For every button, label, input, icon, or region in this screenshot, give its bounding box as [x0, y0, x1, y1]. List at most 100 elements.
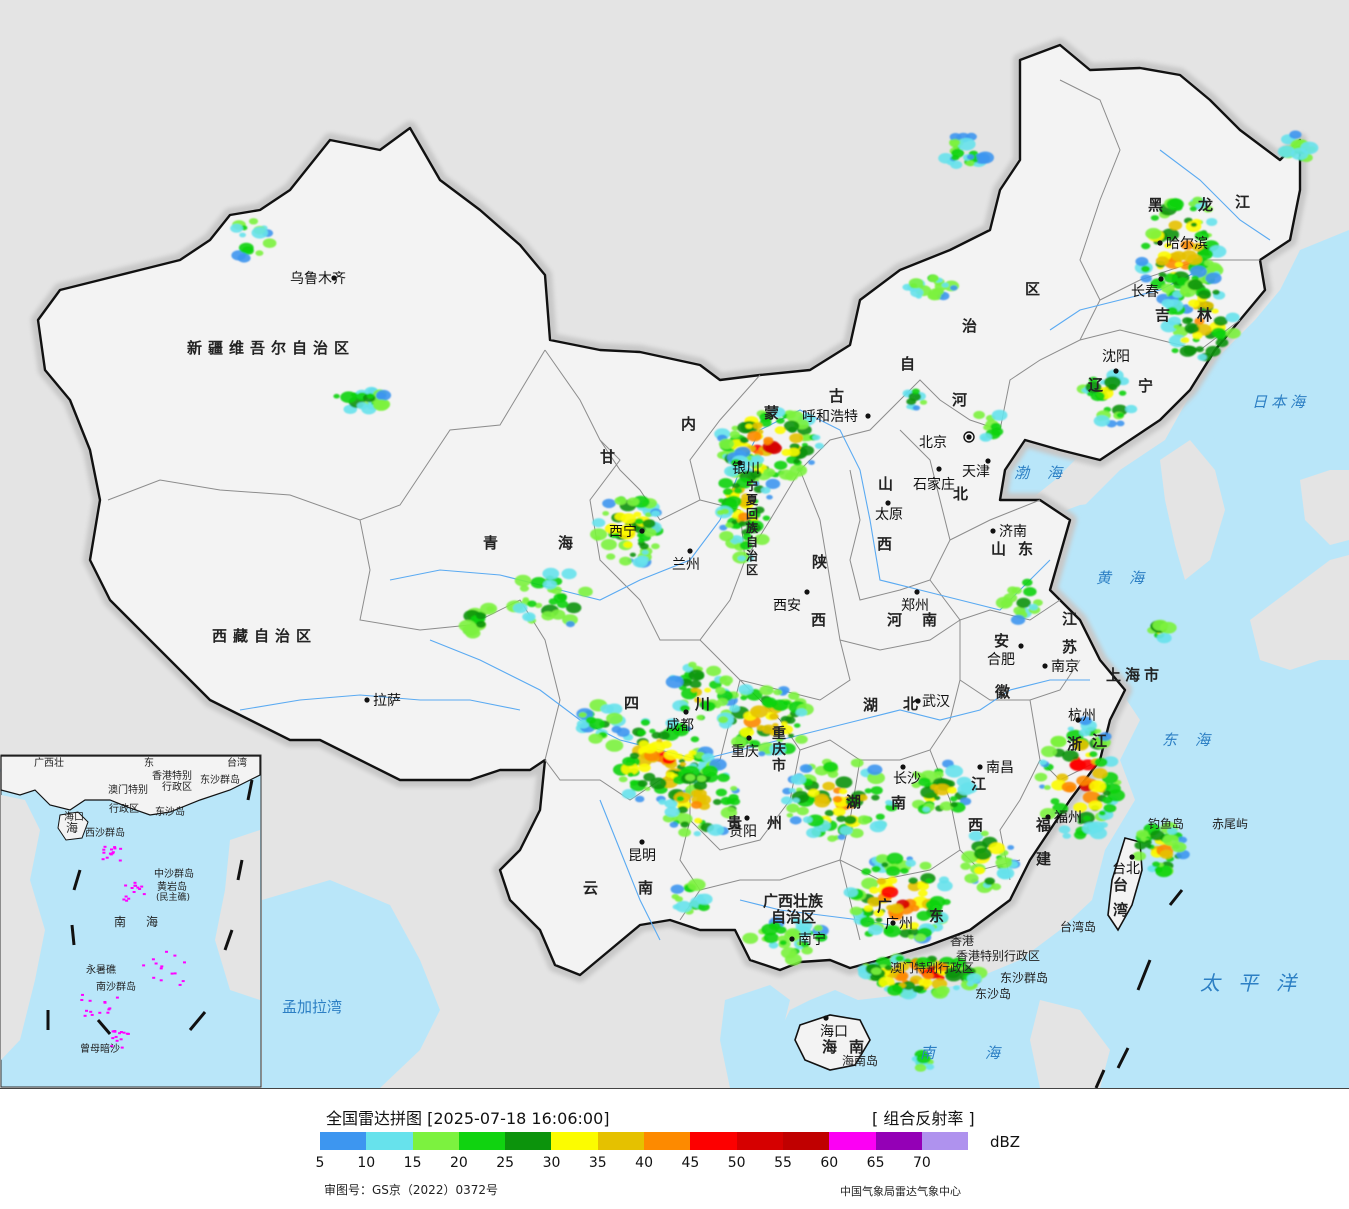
echo-cell [592, 518, 606, 528]
echo-cell [638, 740, 649, 748]
echo-cell [1145, 843, 1152, 849]
echo-cell [886, 852, 904, 865]
region-label: 江 [1235, 193, 1250, 211]
island-mark [113, 847, 117, 850]
sea-label: 黄海 [1096, 569, 1162, 587]
inset-label: 南 [114, 914, 126, 929]
echo-cell [673, 725, 689, 737]
gulf-of-tonkin [720, 985, 790, 1088]
echo-cell [914, 933, 927, 942]
region-label: 黑 [1148, 196, 1163, 214]
echo-cell [724, 681, 731, 687]
city-label: 贵阳 [729, 824, 757, 840]
echo-cell [1083, 815, 1091, 821]
echo-cell [1164, 273, 1178, 283]
city-label: 昆明 [628, 848, 656, 864]
echo-cell [1132, 851, 1146, 861]
echo-cell [660, 740, 672, 749]
echo-cell [1141, 265, 1150, 273]
echo-cell [578, 712, 587, 718]
echo-cell [863, 905, 874, 912]
inset-indochina [1, 795, 45, 1060]
echo-cell [789, 816, 802, 825]
echo-cell [1144, 839, 1152, 845]
scale-tick: 65 [866, 1155, 885, 1171]
echo-cell [883, 925, 901, 938]
echo-cell [779, 940, 787, 946]
place-label: 海南岛 [842, 1053, 878, 1068]
city-label: 南京 [1051, 659, 1079, 675]
region-label: 蒙 [764, 404, 779, 422]
echo-cell [759, 685, 774, 696]
echo-cell [941, 282, 949, 288]
echo-cell [542, 567, 560, 580]
echo-cell [1212, 289, 1220, 295]
echo-cell [929, 902, 943, 912]
echo-cell [763, 436, 774, 444]
scale-swatch [782, 1132, 830, 1150]
echo-cell [780, 721, 788, 726]
echo-cell [867, 764, 883, 776]
inset-label: 曾母暗沙 [80, 1042, 120, 1055]
yellow-sea [1040, 500, 1190, 660]
echo-cell [871, 865, 881, 873]
echo-cell [966, 154, 975, 160]
echo-cell [1214, 329, 1228, 340]
echo-cell [1190, 265, 1207, 278]
island-mark [111, 1037, 115, 1040]
echo-cell [717, 773, 730, 782]
island-mark [120, 1046, 124, 1049]
echo-cell [566, 621, 575, 628]
echo-cell [908, 278, 924, 289]
echo-cell [1194, 317, 1205, 325]
echo-cell [1043, 785, 1051, 790]
echo-cell [1028, 603, 1038, 611]
echo-cell [916, 910, 931, 921]
scale-swatch [875, 1132, 922, 1150]
echo-cell [643, 772, 656, 782]
echo-cell [1103, 803, 1117, 813]
city-dot [823, 1015, 829, 1021]
region-label: 建 [1036, 850, 1052, 868]
echo-cell [704, 687, 711, 693]
echo-cell [639, 543, 649, 550]
region-label: 青海 [483, 534, 633, 552]
echo-cell [333, 393, 340, 399]
echo-cell [1076, 775, 1091, 786]
echo-cell [1205, 272, 1222, 284]
echo-cell [644, 528, 657, 537]
echo-cell [600, 704, 614, 714]
echo-cell [651, 510, 661, 517]
echo-cell [644, 786, 651, 791]
city-label: 西宁 [609, 523, 637, 540]
echo-cell [801, 946, 813, 955]
echo-cell [843, 887, 858, 898]
echo-cell [621, 762, 639, 776]
echo-cell [637, 533, 644, 538]
echo-cell [602, 511, 610, 516]
echo-cell [949, 133, 962, 141]
region-label: 北 [953, 485, 968, 503]
sea-label: 太平洋 [1200, 971, 1314, 995]
echo-cell [619, 556, 632, 566]
island-mark [111, 852, 115, 855]
echo-cell [1215, 338, 1229, 348]
echo-cell [814, 793, 829, 804]
echo-cell [991, 409, 1008, 421]
echo-cell [900, 923, 908, 930]
scale-tick: 20 [449, 1155, 468, 1171]
city-label: 武汉 [922, 694, 950, 710]
city-dot [1129, 854, 1135, 860]
echo-cell [734, 446, 751, 458]
echo-cell [731, 520, 738, 525]
echo-cell [372, 399, 390, 411]
region-label: 新疆维吾尔自治区 [187, 339, 355, 357]
echo-cell [839, 788, 848, 795]
scale-swatch [505, 1132, 552, 1150]
echo-cell [1090, 391, 1105, 402]
echo-cell [737, 555, 746, 562]
echo-cell [663, 749, 679, 761]
korea-land [1160, 440, 1225, 580]
echo-cell [728, 794, 739, 802]
island-mark [103, 1001, 107, 1004]
